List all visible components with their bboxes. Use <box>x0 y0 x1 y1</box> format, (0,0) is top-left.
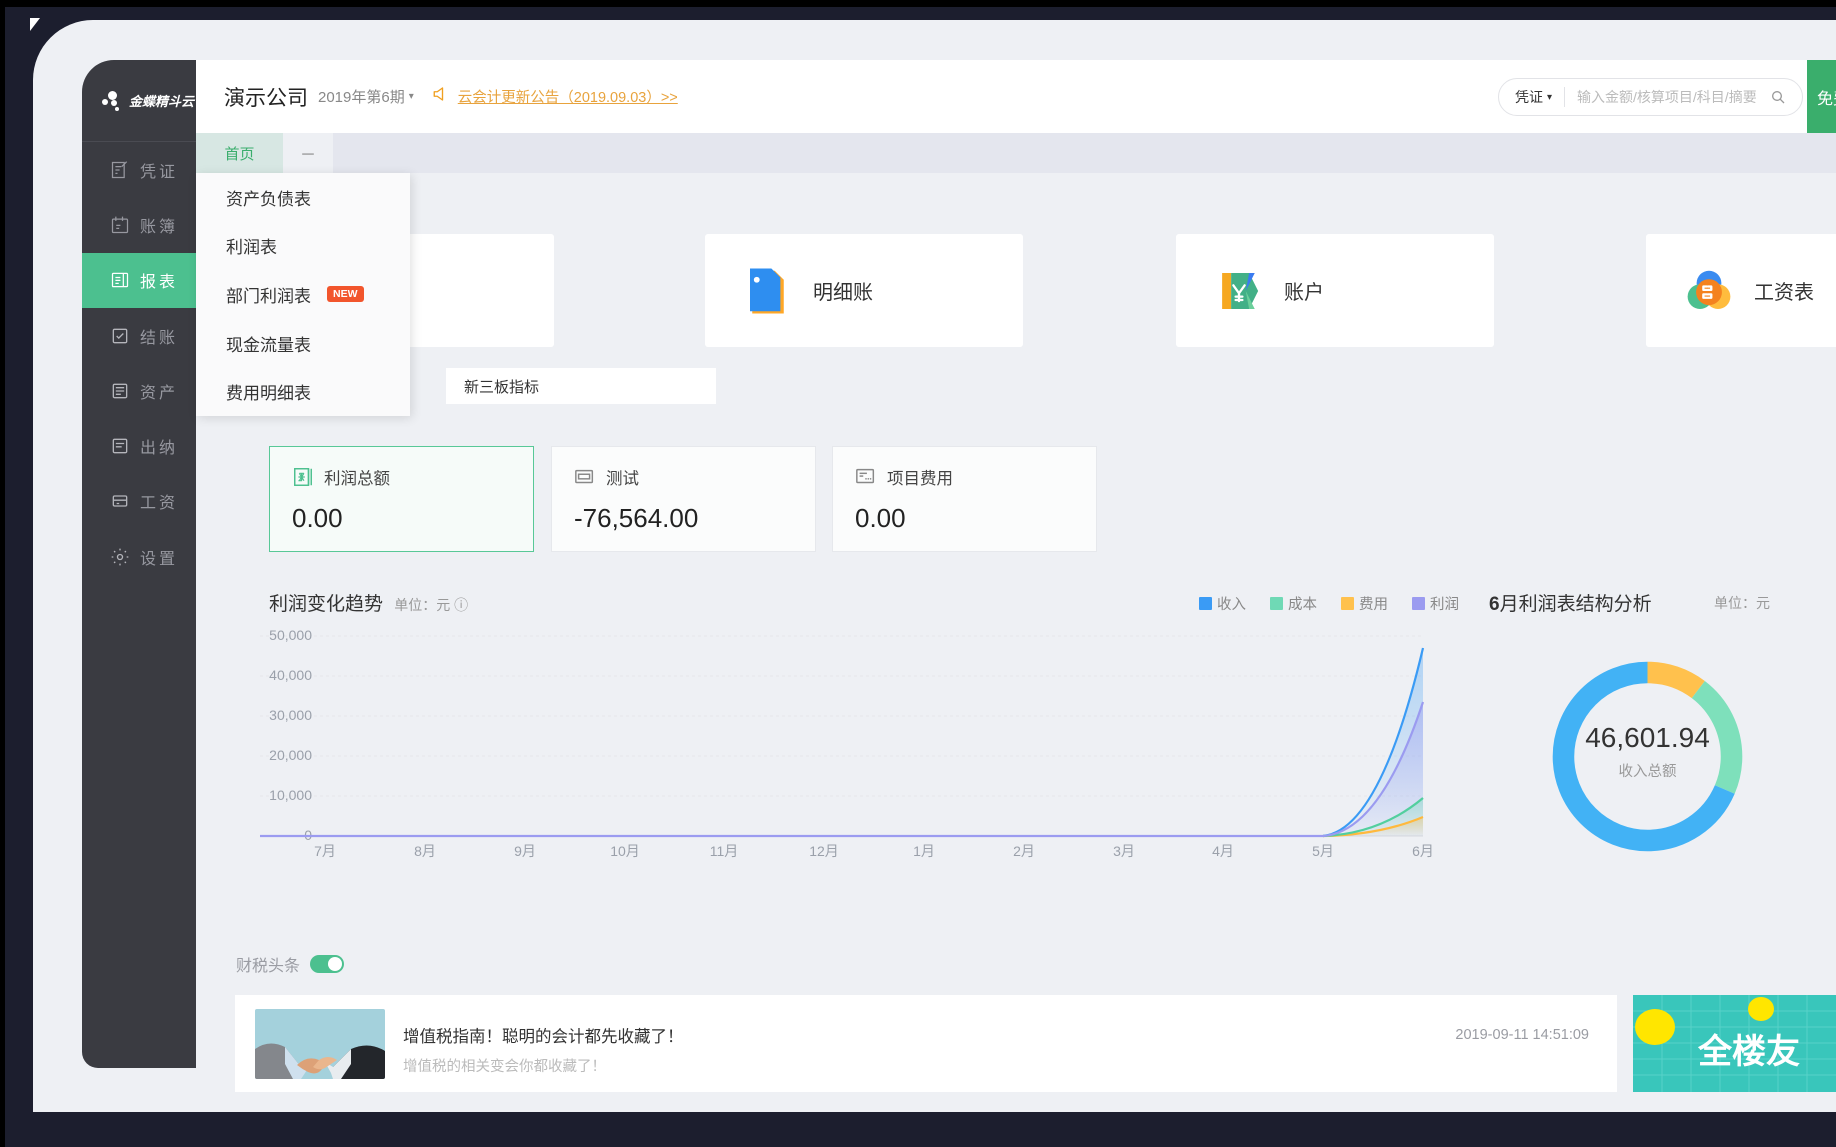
svg-text:8月: 8月 <box>414 843 436 859</box>
svg-text:40,000: 40,000 <box>269 667 312 683</box>
svg-text:10月: 10月 <box>610 843 640 859</box>
svg-text:11月: 11月 <box>710 843 739 859</box>
svg-text:3月: 3月 <box>1113 843 1135 859</box>
svg-text:9月: 9月 <box>514 843 536 859</box>
svg-text:4月: 4月 <box>1212 843 1234 859</box>
svg-text:5月: 5月 <box>1312 843 1334 859</box>
svg-text:1月: 1月 <box>913 843 935 859</box>
svg-text:20,000: 20,000 <box>269 747 312 763</box>
svg-text:30,000: 30,000 <box>269 707 312 723</box>
svg-text:10,000: 10,000 <box>269 787 312 803</box>
svg-text:2月: 2月 <box>1013 843 1035 859</box>
svg-text:50,000: 50,000 <box>269 627 312 643</box>
svg-text:全楼友: 全楼友 <box>1697 1032 1800 1071</box>
svg-text:7月: 7月 <box>314 843 336 859</box>
svg-text:12月: 12月 <box>809 843 839 859</box>
svg-text:6月: 6月 <box>1412 843 1434 859</box>
